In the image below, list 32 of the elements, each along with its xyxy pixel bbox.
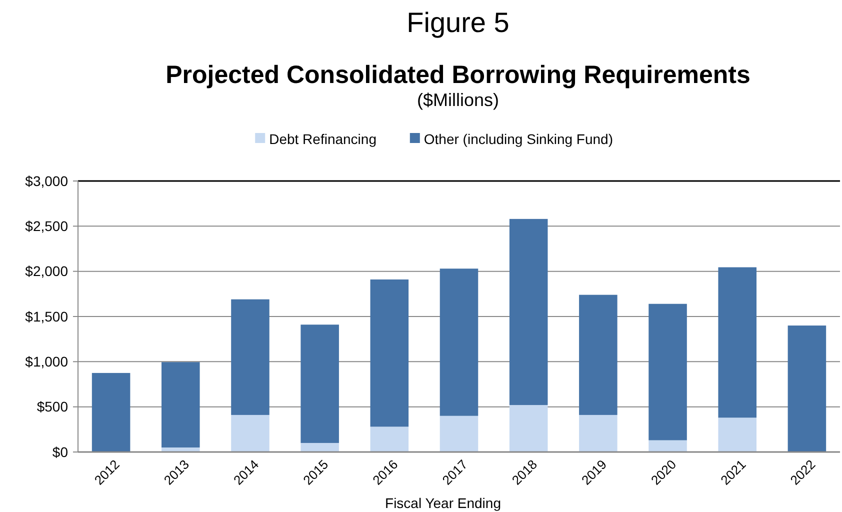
bar xyxy=(718,267,756,418)
bar xyxy=(718,418,756,452)
bar xyxy=(231,414,270,452)
bar xyxy=(509,405,548,452)
y-tick-label: $2,500 xyxy=(25,218,68,234)
bar xyxy=(579,414,618,452)
y-tick-label: $1,500 xyxy=(25,308,68,324)
chart-title: Figure 5 xyxy=(406,7,510,38)
bar xyxy=(440,416,478,452)
bar xyxy=(648,440,687,452)
bar xyxy=(162,362,200,448)
y-tick-label: $0 xyxy=(52,444,68,460)
text: ($Millions) xyxy=(416,90,500,110)
chart-subtitle: Projected Consolidated Borrowing Requirements xyxy=(166,61,750,89)
bar xyxy=(370,279,409,427)
y-tick-label: $500 xyxy=(36,398,68,415)
legend-label: Debt Refinancing xyxy=(269,130,377,147)
bar xyxy=(509,218,548,406)
bar xyxy=(579,294,618,415)
bar xyxy=(440,268,478,416)
bar xyxy=(648,304,687,440)
bar xyxy=(300,324,339,443)
legend-label: Other (including Sinking Fund) xyxy=(424,130,614,147)
y-tick-label: $1,000 xyxy=(25,354,68,370)
bar xyxy=(300,442,339,452)
bar xyxy=(370,426,409,452)
x-axis-title: Fiscal Year Ending xyxy=(385,495,501,511)
bar xyxy=(788,326,826,452)
bar xyxy=(231,299,270,415)
y-tick-label: $3,000 xyxy=(25,172,68,189)
y-tick-label: $2,000 xyxy=(25,263,68,280)
bar xyxy=(92,372,130,452)
